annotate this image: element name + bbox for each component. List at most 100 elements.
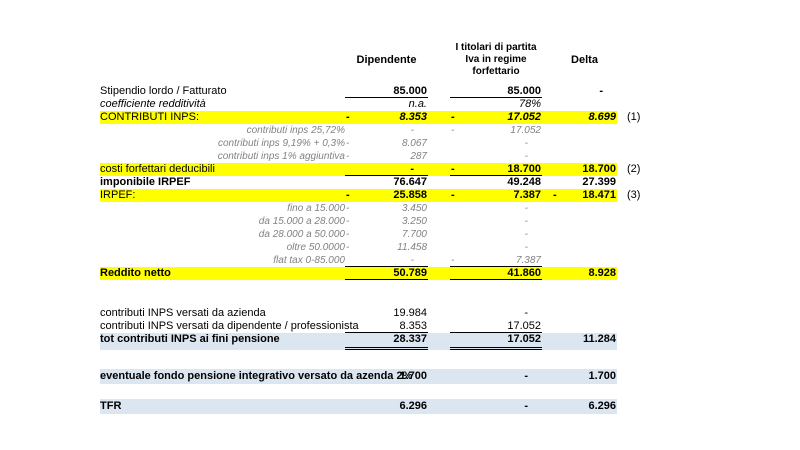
row-label[interactable]: contributi INPS versati da dipendente / … bbox=[100, 320, 359, 332]
forfettario-cell[interactable]: 85.000 bbox=[450, 85, 542, 98]
dipendente-cell[interactable]: 19.984 bbox=[345, 307, 428, 320]
row-label[interactable]: TFR bbox=[100, 400, 122, 412]
cell-value: 17.052 bbox=[507, 333, 541, 345]
forfettario-cell[interactable]: - bbox=[450, 150, 542, 163]
forfettario-cell[interactable]: - 17.052 bbox=[450, 124, 542, 137]
row-label[interactable]: da 28.000 a 50.000 bbox=[258, 229, 345, 240]
forfettario-cell[interactable]: - bbox=[450, 369, 542, 384]
delta-cell[interactable]: 27.399 bbox=[552, 176, 617, 189]
row-label[interactable]: tot contributi INPS ai fini pensione bbox=[100, 333, 280, 345]
dipendente-cell[interactable]: 1.700 bbox=[345, 369, 428, 384]
forfettario-cell[interactable]: - 17.052 bbox=[450, 111, 542, 124]
dipendente-cell[interactable]: 50.789 bbox=[345, 267, 428, 280]
cell-value: 287 bbox=[410, 151, 427, 162]
row-label[interactable]: imponibile IRPEF bbox=[100, 176, 191, 188]
delta-cell[interactable]: - bbox=[552, 85, 617, 98]
row-label[interactable]: costi forfettari deducibili bbox=[100, 163, 215, 175]
delta-cell[interactable] bbox=[552, 137, 617, 150]
forfettario-cell[interactable]: 17.052 bbox=[450, 333, 542, 350]
dipendente-cell[interactable]: 28.337 bbox=[345, 333, 428, 350]
dipendente-cell[interactable]: - 3.450 bbox=[345, 202, 428, 215]
row-label[interactable]: da 15.000 a 28.000 bbox=[258, 216, 345, 227]
note-ref: (3) bbox=[627, 189, 641, 201]
table-row: fino a 15.000 - 3.450 - bbox=[100, 202, 750, 215]
dipendente-cell[interactable]: - 8.067 bbox=[345, 137, 428, 150]
negative-sign: - bbox=[553, 189, 557, 201]
column-header-dipendente: Dipendente bbox=[356, 54, 417, 66]
cell-value: 78% bbox=[518, 98, 541, 110]
note-ref: (1) bbox=[627, 111, 641, 123]
forfettario-cell[interactable]: - bbox=[450, 241, 542, 254]
negative-sign: - bbox=[346, 189, 350, 201]
dipendente-cell[interactable]: 8.353 bbox=[345, 320, 428, 333]
table-row: contributi INPS versati da dipendente / … bbox=[100, 320, 750, 333]
row-label[interactable]: contributi inps 25,72% bbox=[246, 125, 345, 136]
row-label[interactable]: flat tax 0-85.000 bbox=[273, 255, 345, 266]
cell-value: 6.296 bbox=[399, 400, 427, 412]
row-label[interactable]: eventuale fondo pensione integrativo ver… bbox=[100, 370, 413, 382]
forfettario-cell[interactable]: - bbox=[450, 202, 542, 215]
dipendente-cell[interactable]: - 7.700 bbox=[345, 228, 428, 241]
delta-cell[interactable] bbox=[552, 202, 617, 215]
negative-sign: - bbox=[346, 138, 350, 149]
row-label[interactable]: contributi inps 1% aggiuntiva bbox=[217, 151, 345, 162]
forfettario-cell[interactable]: 17.052 bbox=[450, 320, 542, 333]
row-label[interactable]: coefficiente redditività bbox=[100, 98, 206, 110]
forfettario-cell[interactable]: 78% bbox=[450, 98, 542, 111]
delta-cell[interactable] bbox=[552, 254, 617, 267]
forfettario-cell[interactable]: - bbox=[450, 307, 542, 320]
row-label[interactable]: contributi inps 9,19% + 0,3% bbox=[217, 138, 345, 149]
forfettario-cell[interactable]: - bbox=[450, 399, 542, 414]
delta-cell[interactable] bbox=[552, 98, 617, 111]
row-label[interactable]: Reddito netto bbox=[100, 267, 171, 279]
dipendente-cell[interactable]: - bbox=[345, 124, 428, 137]
cell-value: 6.296 bbox=[588, 400, 616, 412]
dipendente-cell[interactable]: - 287 bbox=[345, 150, 428, 163]
note-ref bbox=[617, 85, 650, 98]
delta-cell[interactable]: 11.284 bbox=[552, 333, 617, 350]
dipendente-cell[interactable]: 85.000 bbox=[345, 85, 428, 98]
row-label[interactable]: Stipendio lordo / Fatturato bbox=[100, 85, 227, 97]
delta-cell[interactable] bbox=[552, 215, 617, 228]
delta-cell[interactable]: 18.700 bbox=[552, 163, 617, 176]
dipendente-cell[interactable]: - 11.458 bbox=[345, 241, 428, 254]
dipendente-cell[interactable]: 76.647 bbox=[345, 176, 428, 189]
forfettario-cell[interactable]: - bbox=[450, 215, 542, 228]
dipendente-cell[interactable]: - 8.353 bbox=[345, 111, 428, 124]
forfettario-cell[interactable]: - 7.387 bbox=[450, 254, 542, 267]
delta-cell[interactable]: 6.296 bbox=[552, 399, 617, 414]
row-label[interactable]: oltre 50.0000 bbox=[286, 242, 345, 253]
delta-cell[interactable] bbox=[552, 124, 617, 137]
table-row: imponibile IRPEF 76.647 49.248 27.399 bbox=[100, 176, 750, 189]
row-label[interactable]: IRPEF: bbox=[100, 189, 136, 201]
dipendente-cell[interactable]: - 25.858 bbox=[345, 189, 428, 202]
dipendente-cell[interactable]: n.a. bbox=[345, 98, 428, 111]
delta-cell[interactable]: 8.699 bbox=[552, 111, 617, 124]
dipendente-cell[interactable]: - 3.250 bbox=[345, 215, 428, 228]
row-label[interactable]: fino a 15.000 bbox=[287, 203, 345, 214]
delta-cell[interactable]: - 18.471 bbox=[552, 189, 617, 202]
forfettario-cell[interactable]: - bbox=[450, 137, 542, 150]
forfettario-cell[interactable]: - 7.387 bbox=[450, 189, 542, 202]
negative-sign: - bbox=[346, 111, 350, 123]
delta-cell[interactable] bbox=[552, 307, 617, 320]
dipendente-cell[interactable]: - bbox=[345, 163, 428, 176]
delta-cell[interactable] bbox=[552, 150, 617, 163]
delta-cell[interactable] bbox=[552, 320, 617, 333]
negative-sign: - bbox=[346, 242, 350, 253]
delta-cell[interactable]: 1.700 bbox=[552, 369, 617, 384]
delta-cell[interactable] bbox=[552, 228, 617, 241]
forfettario-cell[interactable]: 49.248 bbox=[450, 176, 542, 189]
row-label[interactable]: contributi INPS versati da azienda bbox=[100, 307, 266, 319]
dipendente-cell[interactable]: 6.296 bbox=[345, 399, 428, 414]
delta-cell[interactable]: 8.928 bbox=[552, 267, 617, 280]
forfettario-cell[interactable]: - bbox=[450, 228, 542, 241]
dipendente-cell[interactable]: - bbox=[345, 254, 428, 267]
table-row: eventuale fondo pensione integrativo ver… bbox=[100, 369, 750, 384]
delta-cell[interactable] bbox=[552, 241, 617, 254]
forfettario-cell[interactable]: - 18.700 bbox=[450, 163, 542, 176]
cell-value: - bbox=[524, 370, 528, 382]
forfettario-cell[interactable]: 41.860 bbox=[450, 267, 542, 280]
row-label[interactable]: CONTRIBUTI INPS: bbox=[100, 111, 200, 123]
note-ref bbox=[617, 228, 650, 241]
